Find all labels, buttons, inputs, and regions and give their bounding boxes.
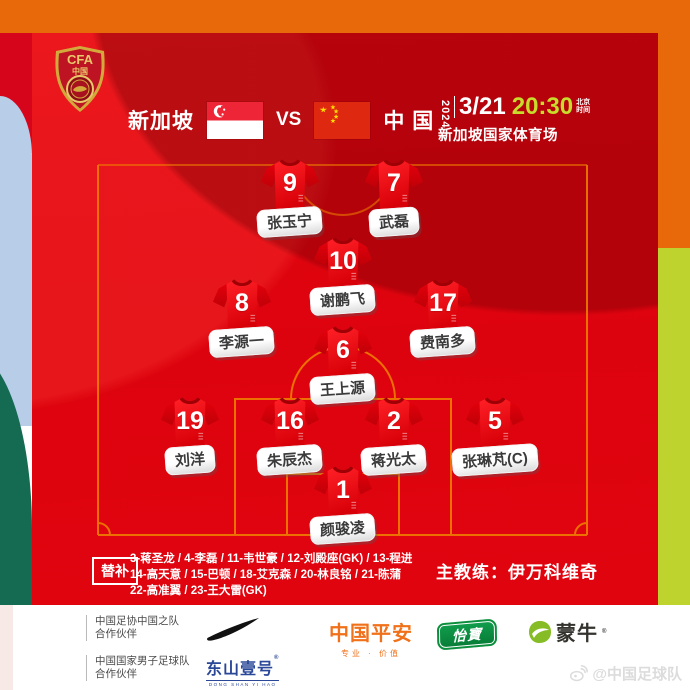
partner-line: 合作伙伴 — [95, 628, 137, 640]
partner-label-national-team: 中国国家男子足球队 合作伙伴 — [86, 655, 190, 681]
frame-top-strip — [0, 0, 690, 33]
yibao-logo: 怡寶 — [436, 618, 498, 651]
substitutes-line: 14-高天意 / 15-巴顿 / 18-艾克森 / 20-林良铭 / 21-陈蒲 — [130, 569, 401, 581]
head-coach-line: 主教练：伊万科维奇 — [436, 563, 598, 582]
weibo-watermark: @中国足球队 — [569, 663, 682, 684]
singapore-flag — [207, 101, 263, 139]
matchup-header: 新加坡 VS 中 国 — [128, 100, 434, 140]
watermark-handle: @中国足球队 — [592, 666, 682, 683]
date-line: 2024 3/21 20:30 北京时间 — [438, 92, 598, 129]
dongshan-romanized: DONG SHAN YI HAO — [206, 680, 280, 687]
frame-right-lime — [658, 248, 690, 605]
home-team-name: 新加坡 — [128, 110, 194, 133]
china-flag — [314, 101, 371, 139]
partner-line: 中国国家男子足球队 — [95, 655, 190, 667]
pingan-name: 中国平安 — [329, 623, 413, 645]
match-info: 2024 3/21 20:30 北京时间 新加坡国家体育场 — [438, 92, 598, 145]
cfa-badge: CFA 中国 — [55, 46, 105, 112]
frame-left-blue — [0, 96, 32, 426]
mengniu-icon — [529, 620, 551, 643]
partner-label-cfa: 中国足协中国之队 合作伙伴 — [86, 615, 179, 641]
match-time: 20:30 — [511, 93, 574, 120]
badge-country: 中国 — [72, 66, 88, 76]
frame-right-orange — [658, 33, 690, 248]
match-date: 3/21 — [459, 93, 506, 120]
weibo-icon — [570, 665, 589, 682]
nike-swoosh-icon — [207, 617, 260, 641]
venue-name: 新加坡国家体育场 — [438, 128, 558, 144]
vs-label: VS — [276, 109, 302, 130]
mengniu-logo: 蒙牛 ® — [528, 617, 606, 646]
pingan-tagline: 专业 · 价值 — [340, 649, 402, 658]
mengniu-name: 蒙牛 — [556, 623, 598, 645]
dongshan-name: 东山壹号 — [206, 661, 275, 678]
pingan-logo: 中国平安 专业 · 价值 — [316, 617, 426, 659]
badge-acronym: CFA — [67, 52, 94, 67]
substitutes-line: 22-高准翼 / 23-王大雷(GK) — [130, 585, 267, 597]
date-divider — [454, 96, 455, 118]
match-year: 2024 — [439, 100, 451, 129]
partner-line: 中国足协中国之队 — [95, 615, 179, 627]
dongshan-logo: 东山壹号® DONG SHAN YI HAO — [206, 655, 280, 687]
away-team-name: 中 国 — [383, 110, 435, 133]
substitutes-list: 3-蒋圣龙 / 4-李磊 / 11-韦世豪 / 12-刘殿座(GK) / 13-… — [130, 551, 412, 599]
partner-line: 合作伙伴 — [95, 668, 137, 680]
timezone-note: 北京时间 — [576, 99, 591, 114]
registered-mark: ® — [602, 628, 607, 635]
sponsor-footer: 中国足协中国之队 合作伙伴 中国国家男子足球队 合作伙伴 东山壹号® DONG … — [0, 605, 690, 690]
footer-accent-strip — [0, 605, 13, 690]
registered-mark: ® — [274, 655, 280, 661]
yibao-name: 怡寶 — [451, 625, 483, 644]
substitutes-label: 替补 — [92, 557, 138, 585]
substitutes-line: 3-蒋圣龙 / 4-李磊 / 11-韦世豪 / 12-刘殿座(GK) / 13-… — [130, 553, 413, 565]
